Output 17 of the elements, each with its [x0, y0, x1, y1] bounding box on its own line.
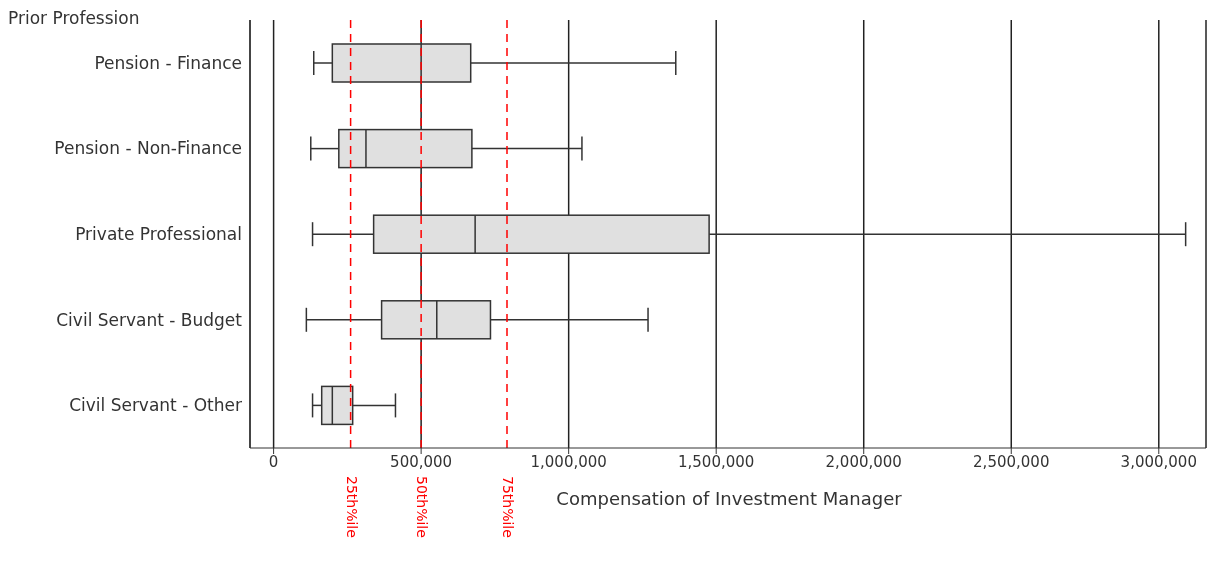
x-tick-label: 500,000	[390, 452, 453, 471]
x-tick-label: 1,500,000	[678, 452, 755, 471]
y-axis-title: Prior Profession	[8, 8, 140, 28]
ref-line-label: 25th%ile	[343, 476, 360, 538]
x-tick-label: 2,500,000	[973, 452, 1050, 471]
y-tick-label: Pension - Non-Finance	[54, 138, 242, 159]
x-tick-label: 0	[268, 452, 279, 471]
x-tick-label: 2,000,000	[825, 452, 902, 471]
y-tick-label: Pension - Finance	[94, 52, 242, 73]
ref-line-label: 75th%ile	[500, 476, 516, 538]
x-tick-label: 3,000,000	[1120, 452, 1197, 471]
y-tick-label: Civil Servant - Other	[69, 395, 243, 416]
x-axis-title: Compensation of Investment Manager	[556, 488, 902, 509]
y-tick-label: Private Professional	[75, 224, 242, 245]
y-tick-label: Civil Servant - Budget	[56, 309, 243, 330]
ref-line-label: 50th%ile	[414, 476, 431, 538]
x-tick-label: 1,000,000	[530, 452, 607, 471]
